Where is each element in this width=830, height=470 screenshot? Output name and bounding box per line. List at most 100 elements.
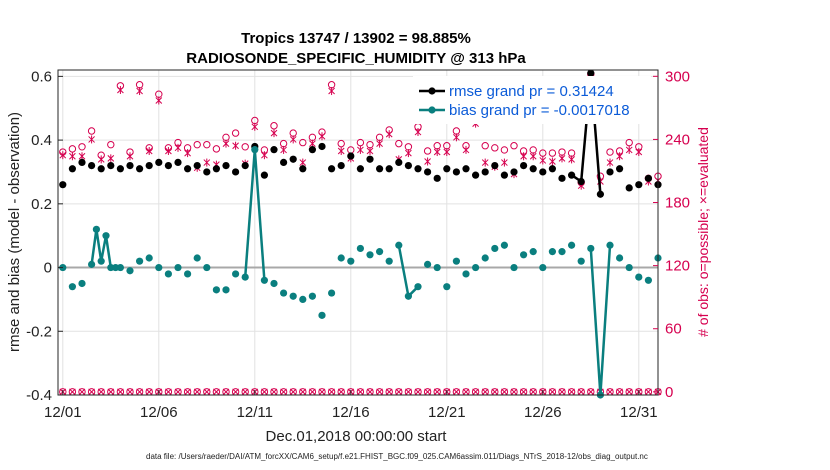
rmse-point [587, 69, 595, 77]
evaluated-obs-stroke [270, 388, 278, 396]
bias-point [337, 254, 345, 262]
rmse-point [462, 165, 470, 173]
rmse-point [241, 161, 249, 170]
evaluated-obs-point [414, 128, 422, 137]
possible-obs-point [606, 148, 614, 156]
rmse-point [548, 165, 557, 173]
bias-point [452, 257, 460, 265]
possible-obs-point [279, 139, 288, 148]
possible-obs-point [395, 139, 403, 148]
evaluated-obs-stroke [222, 388, 230, 396]
rmse-point [222, 161, 230, 170]
bias-point [462, 270, 470, 278]
rmse-point [443, 165, 451, 173]
possible-obs-point [500, 146, 509, 154]
bias-point [500, 241, 508, 249]
bias-point [558, 248, 566, 256]
evaluated-obs-point [184, 149, 191, 158]
bias-point [548, 248, 557, 256]
evaluated-obs-stroke [117, 388, 124, 396]
evaluated-obs-point [280, 145, 287, 154]
rmse-point [337, 161, 345, 170]
evaluated-obs-point-zero [88, 388, 95, 396]
rmse-point [616, 165, 624, 173]
bias-point [193, 254, 201, 262]
evaluated-obs-stroke [568, 388, 575, 396]
bias-point [472, 263, 480, 272]
bias-point [385, 257, 393, 265]
possible-obs-point [567, 149, 576, 157]
evaluated-obs-stroke [645, 388, 652, 396]
evaluated-obs-point-zero [126, 388, 134, 396]
evaluated-obs-point [606, 158, 614, 167]
possible-obs-point [491, 144, 499, 152]
rmse-point [424, 168, 432, 176]
possible-obs-point [212, 145, 221, 153]
rmse-point [520, 161, 528, 170]
possible-obs-point [107, 140, 115, 149]
evaluated-obs-point-zero [270, 388, 278, 396]
evaluated-obs-point-zero [261, 388, 268, 396]
evaluated-obs-stroke [549, 388, 556, 396]
evaluated-obs-point-zero [376, 388, 383, 396]
possible-obs-point [87, 127, 96, 135]
evaluated-obs-stroke [174, 388, 182, 396]
evaluated-obs-point [165, 146, 172, 155]
evaluated-obs-point [635, 148, 643, 157]
evaluated-obs-stroke [453, 388, 460, 396]
rmse-point [318, 142, 326, 151]
plot-frame [57, 69, 659, 396]
evaluated-obs-stroke [625, 388, 633, 396]
evaluated-obs-point [616, 152, 623, 161]
x-tick-label: 12/11 [237, 404, 273, 421]
rmse-point [145, 161, 153, 170]
bias-point [68, 283, 76, 291]
evaluated-obs-point [69, 152, 76, 161]
evaluated-obs-point-zero [453, 388, 460, 396]
evaluated-obs-point-zero [577, 388, 585, 396]
evaluated-obs-stroke [309, 388, 316, 396]
bias-point [88, 260, 96, 268]
bias-point [164, 270, 172, 278]
possible-obs-point [356, 138, 365, 147]
evaluated-obs-stroke [385, 388, 393, 396]
bias-point [616, 254, 624, 262]
evaluated-obs-point-zero [357, 388, 364, 396]
evaluated-obs-point [289, 135, 297, 144]
evaluated-obs-point [136, 87, 143, 96]
x-tick-label: 12/01 [44, 404, 82, 421]
evaluated-obs-point [625, 145, 633, 154]
evaluated-obs-stroke [558, 388, 566, 396]
rmse-point [539, 168, 547, 176]
x-tick-label: 12/21 [428, 404, 466, 421]
evaluated-obs-point-zero [501, 388, 508, 396]
bias-point [404, 292, 412, 300]
evaluated-obs-stroke [510, 388, 518, 396]
evaluated-obs-point [366, 146, 374, 155]
rmse-point [107, 161, 115, 170]
legend: rmse grand pr = 0.31424 bias grand pr = … [413, 76, 651, 124]
rmse-point [155, 158, 163, 167]
possible-obs-point [433, 142, 441, 150]
bias-point [174, 263, 182, 272]
possible-obs-point [231, 129, 240, 137]
evaluated-obs-point-zero [433, 388, 441, 396]
evaluated-obs-point-zero [222, 388, 230, 396]
evaluated-obs-point [462, 145, 470, 154]
evaluated-obs-point [357, 145, 364, 154]
y-tick-label: 0.6 [31, 68, 52, 85]
evaluated-obs-stroke [376, 388, 383, 396]
rmse-point [126, 161, 134, 170]
evaluated-obs-stroke [501, 388, 508, 396]
evaluated-obs-point [385, 130, 393, 139]
possible-obs-point [193, 140, 201, 149]
evaluated-obs-point [261, 151, 268, 160]
evaluated-obs-point-zero [107, 388, 115, 396]
evaluated-obs-point [549, 157, 556, 166]
evaluated-obs-point-zero [462, 388, 470, 396]
evaluated-obs-point [568, 155, 575, 164]
bias-point [443, 283, 451, 291]
rmse-point [452, 168, 460, 176]
rmse-point [260, 171, 268, 179]
bias-point [270, 279, 278, 288]
